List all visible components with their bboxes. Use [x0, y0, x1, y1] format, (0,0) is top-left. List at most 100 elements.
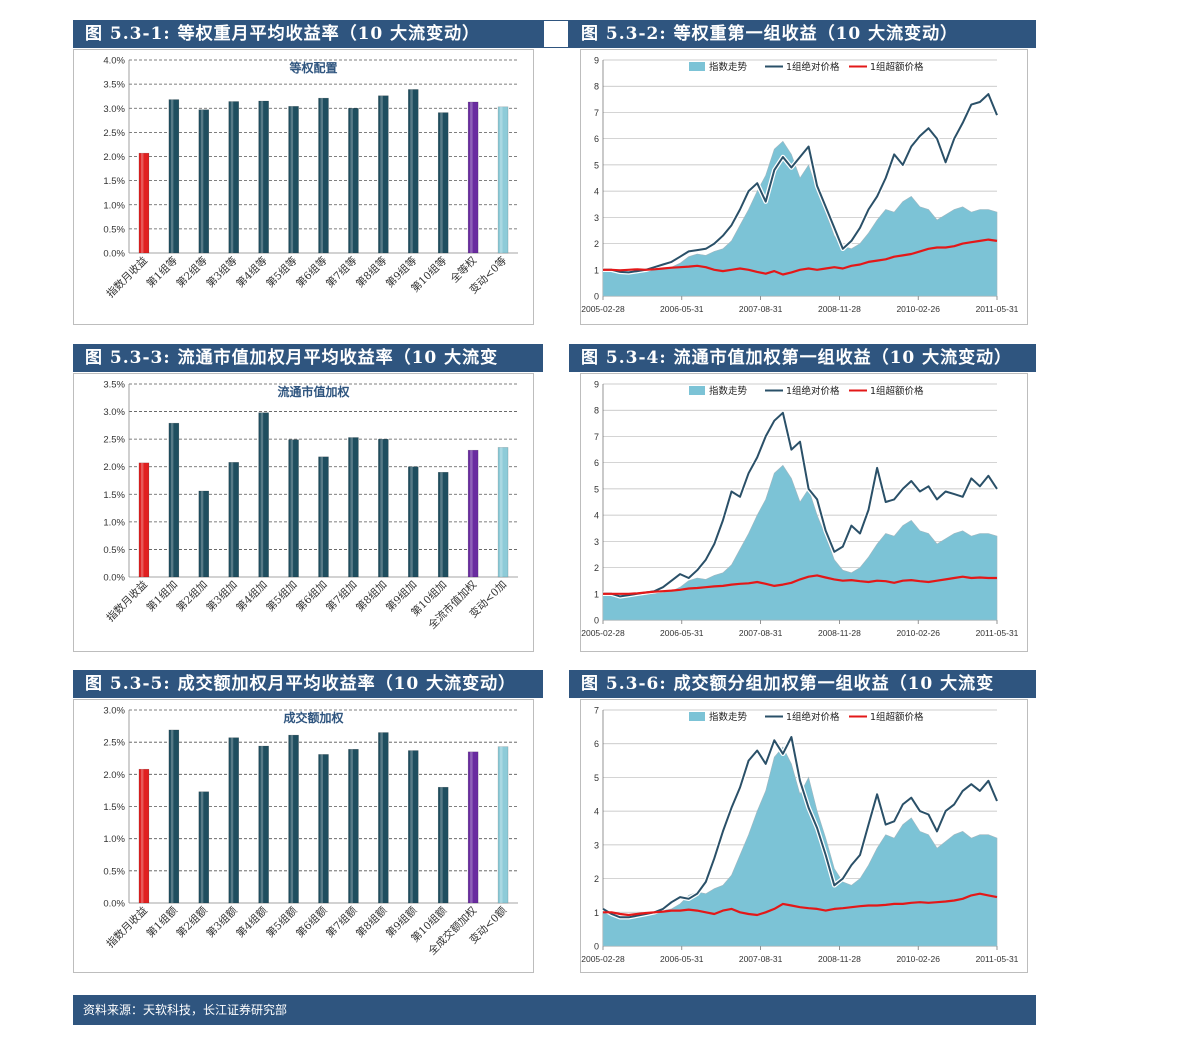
bar: [168, 422, 180, 578]
bar-highlight: [500, 746, 503, 903]
legend-label: 1组绝对价格: [786, 711, 840, 723]
y-tick-label: 2.5%: [103, 128, 125, 139]
legend-label: 指数走势: [709, 711, 748, 723]
bar-highlight: [320, 98, 323, 254]
bar-highlight: [260, 101, 264, 253]
y-tick-label: 2.0%: [103, 152, 125, 163]
bar-chart-turnover-svg: 0.0% 0.5% 1.0% 1.5% 2.0% 2.5% 3.0% 成交额加权指数月收益第1…: [103, 706, 518, 958]
bar: [258, 745, 269, 904]
legend-label: 1组超额价格: [870, 61, 924, 73]
bar: [318, 754, 329, 904]
x-tick-label: 2008-11-28: [818, 304, 861, 314]
chart-title: 流通市值加权: [277, 384, 350, 399]
bar-highlight: [470, 751, 473, 903]
x-tick-label: 2007-08-31: [739, 628, 783, 638]
x-tick-label: 2011-05-31: [976, 304, 1019, 314]
y-tick-label: 3.5%: [103, 80, 125, 91]
y-tick-label: 3.0%: [103, 706, 125, 717]
bar-highlight: [140, 462, 144, 577]
x-tick-label: 第4组额: [234, 904, 271, 941]
bar-highlight: [470, 101, 473, 253]
line-chart-turnover-svg: 0 1 2 3 4 5 6 7 2005-02-28 2006-05-31 2007-08-31 20…: [581, 706, 1018, 965]
bar-highlight: [260, 412, 264, 577]
x-tick-label: 第5组等: [264, 254, 301, 291]
bar: [437, 112, 449, 254]
y-tick-label: 2.0%: [103, 462, 125, 473]
y-tick-label: 1.0%: [103, 834, 125, 845]
bar-highlight: [140, 153, 144, 253]
x-tick-label: 第1组额: [144, 904, 181, 941]
x-tick-label: 第3组额: [204, 904, 241, 941]
bar-highlight: [230, 462, 234, 577]
y-tick-label: 1.0%: [103, 517, 125, 528]
bar: [408, 750, 419, 904]
bar-highlight: [170, 423, 174, 577]
y-tick-label: 1: [594, 589, 599, 599]
line-chart-float-cap: 0 1 2 3 4 5 6 7 8 9 2005-02-28 2006-05-31 2007-08-31…: [580, 373, 1028, 652]
y-tick-label: 2: [594, 239, 599, 249]
y-tick-label: 1.5%: [103, 176, 125, 187]
bar-highlight: [350, 437, 353, 577]
bar-highlight: [500, 106, 503, 253]
line-abs-price: [603, 411, 998, 598]
bar: [258, 100, 269, 254]
y-tick-label: 8: [594, 406, 599, 416]
bar-chart-equal-weight: 0.0% 0.5% 1.0% 1.5% 2.0% 2.5% 3.0% 3.5% 4.0% 等权配置…: [73, 49, 534, 325]
x-tick-label: 第8组额: [353, 904, 390, 941]
bar-highlight: [380, 95, 383, 253]
x-tick-label: 第2组加: [174, 578, 210, 614]
x-tick-label: 2011-05-31: [976, 628, 1019, 638]
figure-header-5-3-6: 图 5.3-6: 成交额分组加权第一组收益（10 大流变: [569, 670, 1036, 698]
bar: [378, 732, 389, 904]
line-abs-price: [603, 93, 998, 274]
area-index-trend: [602, 464, 998, 621]
bar-chart-float-cap: 0.0% 0.5% 1.0% 1.5% 2.0% 2.5% 3.0% 3.5% 流通市值加权 指数…: [73, 373, 534, 652]
bar: [288, 106, 299, 254]
y-tick-label: 0: [594, 942, 599, 952]
x-tick-label: 第7组加: [323, 578, 359, 614]
x-tick-label: 第4组加: [234, 578, 270, 614]
source-footer: 资料来源：天软科技，长江证券研究部: [73, 995, 1036, 1025]
bar: [378, 438, 389, 578]
x-tick-label: 2005-02-28: [581, 628, 625, 638]
line-excess-price: [603, 574, 997, 595]
bar: [318, 456, 329, 578]
bar-highlight: [320, 456, 323, 577]
x-tick-label: 指数月收益: [104, 254, 151, 301]
figure-header-5-3-3: 图 5.3-3: 流通市值加权月平均收益率（10 大流变: [73, 344, 543, 372]
bar-highlight: [440, 112, 443, 253]
x-tick-label: 第3组等: [204, 254, 241, 291]
y-tick-label: 0.0%: [103, 899, 125, 910]
x-tick-label: 第2组等: [174, 254, 211, 291]
y-tick-label: 2: [594, 874, 599, 884]
bar: [437, 786, 449, 904]
legend-label: 指数走势: [709, 385, 748, 397]
x-tick-label: 2008-11-28: [818, 628, 861, 638]
bar: [258, 412, 269, 578]
bar-highlight: [200, 490, 204, 577]
y-tick-label: 1.5%: [103, 802, 125, 813]
y-tick-label: 4.0%: [103, 56, 125, 67]
bar-highlight: [350, 108, 353, 253]
chart-title: 成交额加权: [283, 710, 344, 725]
bar: [408, 89, 419, 254]
y-tick-label: 4: [594, 511, 599, 521]
bar: [138, 152, 150, 254]
x-tick-label: 2010-02-26: [896, 304, 940, 314]
x-tick-label: 指数月收益: [104, 904, 151, 951]
bar-highlight: [440, 472, 443, 577]
y-tick-label: 5: [594, 484, 599, 494]
bar-highlight: [140, 769, 144, 903]
y-tick-label: 0.5%: [103, 224, 125, 235]
x-tick-label: 第3组加: [204, 578, 240, 614]
bar-highlight: [230, 737, 234, 903]
bar: [138, 768, 150, 904]
area-index-trend: [602, 140, 998, 297]
figure-header-5-3-1: 图 5.3-1: 等权重月平均收益率（10 大流变动）: [73, 20, 543, 48]
bar-highlight: [200, 791, 204, 903]
bar: [497, 447, 509, 578]
x-tick-label: 第6组加: [293, 578, 329, 614]
figure-header-5-3-4: 图 5.3-4: 流通市值加权第一组收益（10 大流变动）: [569, 344, 1036, 372]
y-tick-label: 6: [594, 134, 599, 144]
y-tick-label: 0.0%: [103, 573, 125, 584]
